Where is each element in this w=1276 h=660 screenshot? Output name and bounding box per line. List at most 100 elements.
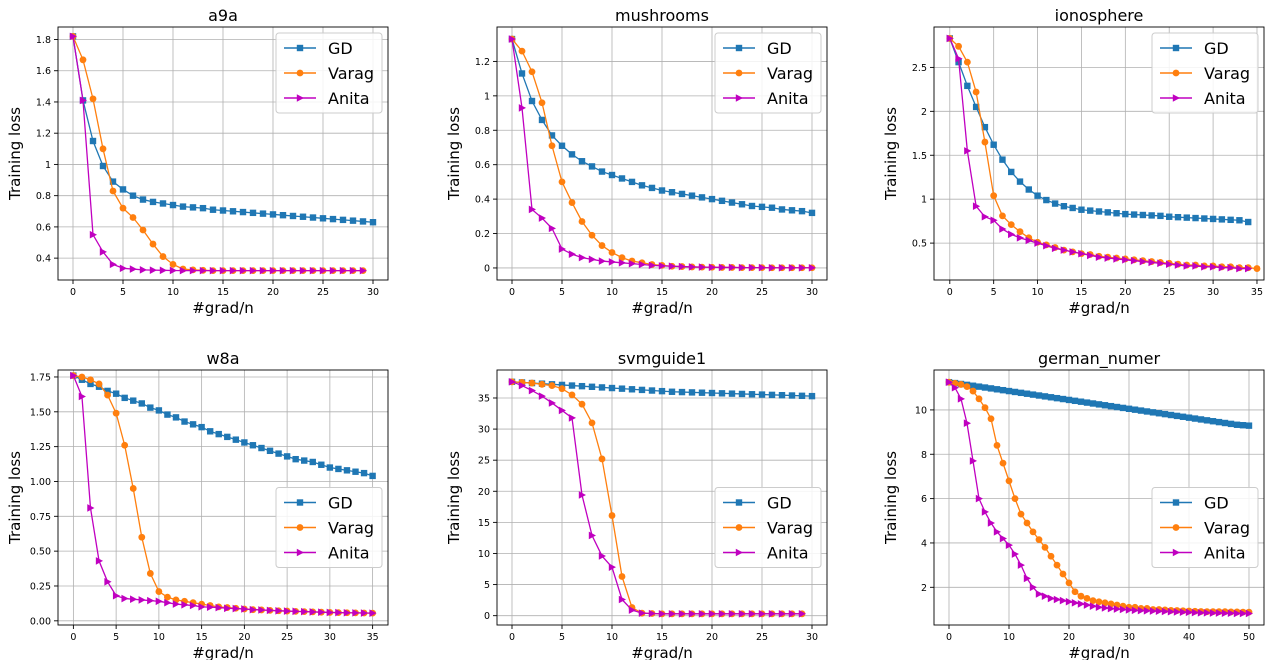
data-point-Anita — [1095, 253, 1103, 261]
data-point-Anita — [1227, 609, 1235, 618]
data-point-Varag — [112, 409, 120, 417]
y-axis-label: Training loss — [6, 451, 24, 545]
data-point-Anita — [1239, 609, 1247, 618]
data-point-GD — [748, 202, 756, 210]
data-point-GD — [768, 391, 776, 399]
data-point-GD — [1167, 411, 1175, 419]
data-point-Anita — [568, 414, 576, 422]
data-point-GD — [1043, 196, 1050, 204]
data-point-Anita — [798, 610, 806, 618]
data-point-Anita — [275, 606, 283, 615]
legend-label-GD: GD — [1204, 39, 1229, 58]
data-point-Anita — [232, 604, 240, 613]
data-point-Anita — [269, 266, 277, 275]
data-point-GD — [169, 201, 177, 209]
y-tick-label: 1.50 — [30, 407, 51, 418]
legend-marker-GD — [1172, 44, 1180, 52]
data-point-GD — [215, 430, 222, 438]
data-point-Anita — [975, 494, 983, 503]
data-point-Anita — [1161, 607, 1169, 616]
y-tick-label: 0.25 — [30, 581, 51, 592]
data-point-GD — [1025, 186, 1032, 193]
data-point-Anita — [538, 392, 546, 400]
y-tick-label: 4 — [921, 538, 927, 549]
data-point-GD — [1069, 204, 1076, 212]
data-point-GD — [179, 203, 187, 210]
data-point-GD — [568, 382, 576, 389]
y-tick-label: 1.8 — [36, 35, 51, 46]
chart-title: svmguide1 — [618, 349, 706, 368]
data-point-Anita — [708, 263, 716, 272]
data-point-Anita — [518, 104, 526, 112]
data-point-GD — [999, 156, 1006, 163]
data-point-GD — [558, 142, 566, 149]
x-tick-label: 25 — [1163, 287, 1175, 298]
data-point-Anita — [778, 263, 786, 272]
data-point-Anita — [206, 603, 215, 611]
legend-label-GD: GD — [1204, 494, 1229, 513]
data-point-GD — [618, 385, 626, 392]
data-point-Varag — [578, 218, 586, 225]
data-point-GD — [987, 385, 995, 392]
data-point-GD — [1113, 210, 1120, 217]
data-point-GD — [258, 444, 265, 452]
data-point-GD — [1192, 214, 1199, 222]
data-point-GD — [1095, 401, 1103, 408]
data-point-GD — [648, 387, 656, 394]
data-point-GD — [275, 450, 282, 457]
data-point-Anita — [112, 591, 121, 600]
data-point-GD — [981, 384, 989, 391]
data-point-Anita — [79, 96, 87, 105]
data-point-Varag — [78, 373, 86, 381]
data-point-Anita — [69, 32, 77, 41]
y-tick-label: 8 — [921, 450, 927, 461]
data-point-GD — [369, 219, 377, 226]
data-point-Anita — [309, 266, 317, 275]
axes-frame — [933, 369, 1265, 626]
legend-label-GD: GD — [328, 494, 353, 513]
legend-label-GD: GD — [767, 39, 792, 58]
data-point-Varag — [149, 240, 157, 248]
data-point-Anita — [1035, 590, 1043, 598]
data-point-Anita — [528, 386, 536, 395]
data-point-Anita — [360, 609, 369, 617]
data-point-GD — [678, 190, 686, 198]
data-point-GD — [104, 387, 111, 395]
y-tick-label: 1.25 — [30, 442, 51, 453]
data-point-Anita — [319, 266, 327, 275]
data-point-Varag — [558, 178, 566, 186]
data-point-Varag — [618, 254, 626, 262]
data-point-GD — [1077, 398, 1085, 405]
data-point-GD — [1083, 399, 1091, 406]
data-point-Anita — [598, 257, 606, 265]
data-point-Anita — [1166, 260, 1174, 268]
data-point-Anita — [172, 600, 180, 608]
x-tick-label: 25 — [317, 287, 329, 298]
data-point-Anita — [508, 35, 516, 43]
data-point-Anita — [249, 266, 257, 275]
data-point-GD — [359, 218, 367, 225]
data-point-GD — [1157, 212, 1164, 220]
data-point-GD — [229, 208, 237, 215]
x-tick-label: 30 — [1123, 632, 1135, 643]
data-point-Anita — [138, 596, 146, 604]
data-point-Anita — [1215, 609, 1223, 617]
subplot-german_numer: 0 10 20 30 40 50 2 4 6 8 10 german_numer #grad/n Trai… — [882, 349, 1265, 660]
y-tick-label: 0.6 — [36, 222, 51, 233]
x-tick-label: 30 — [806, 287, 818, 298]
y-tick-label: 10 — [915, 405, 927, 416]
data-point-Anita — [628, 606, 636, 614]
data-point-GD — [149, 198, 157, 206]
data-point-GD — [1119, 404, 1127, 412]
data-point-Varag — [109, 187, 117, 195]
data-point-Anita — [1192, 262, 1200, 270]
data-point-GD — [1197, 416, 1205, 423]
y-tick-label: 1 — [921, 195, 927, 206]
data-point-Anita — [1077, 600, 1085, 608]
data-point-Anita — [528, 205, 536, 214]
data-point-GD — [130, 397, 137, 404]
data-point-GD — [1008, 168, 1015, 176]
data-point-Anita — [279, 266, 287, 275]
data-point-Anita — [1029, 583, 1037, 592]
data-point-GD — [1148, 212, 1155, 219]
